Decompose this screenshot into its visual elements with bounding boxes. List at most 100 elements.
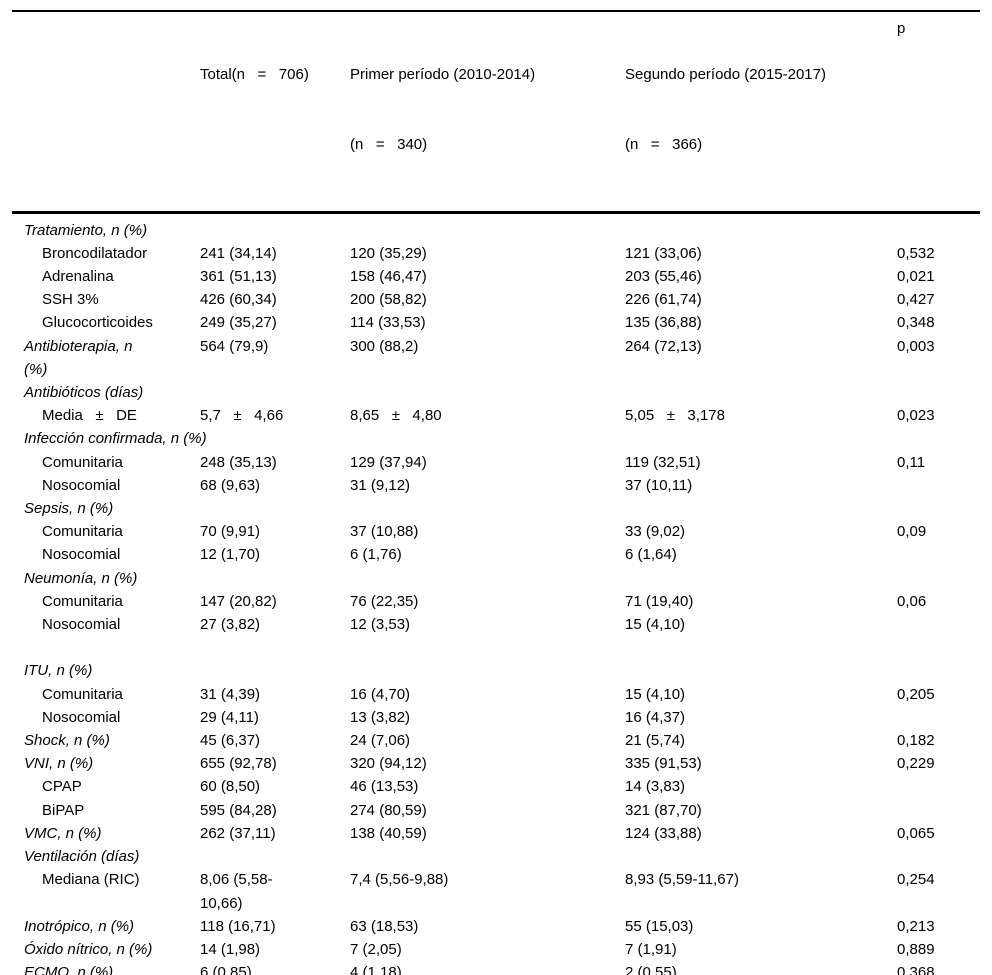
cell-total: 595 (84,28) [200,801,277,819]
cell-segundo-periodo [625,636,897,659]
header-row: Total(n = 706) Primer período (2010-2014… [12,11,980,214]
cell-segundo-periodo: 335 (91,53) [625,755,702,773]
cell-primer-periodo: 37 (10,88) [350,523,419,541]
cell-primer-periodo: 129 (37,94) [350,453,427,471]
clinical-outcomes-table: Total(n = 706) Primer período (2010-2014… [12,10,980,975]
cell-p-value: 0,368 [897,964,935,975]
cell-total: 248 (35,13) [200,453,277,471]
cell-p-value [897,543,980,566]
table-row: Comunitaria 31 (4,39) 16 (4,70) 15 (4,10) 0,… [12,683,980,706]
cell-total: 29 (4,11) [200,708,259,726]
cell-primer-periodo: 7 (2,05) [350,940,402,958]
cell-segundo-periodo: 119 (32,51) [625,453,701,471]
row-label: Tratamiento, n (%) [24,221,148,239]
cell-p-value: 0,09 [897,523,927,541]
cell-total: 249 (35,27) [200,314,277,332]
row-label: Comunitaria [42,453,123,471]
cell-total: 147 (20,82) [200,592,277,610]
header-segundo-periodo-n: (n = 366) [625,136,703,154]
cell-p-value: 0,182 [897,732,935,750]
row-label: ITU, n (%) [24,662,93,680]
table-row: Nosocomial 68 (9,63) 31 (9,12) 37 (10,11) [12,474,980,497]
table-row: Tratamiento, n (%) [12,212,980,242]
header-p-value-column: p [897,11,980,214]
row-label: Glucocorticoides [42,314,153,332]
cell-total: 70 (9,91) [200,523,261,541]
cell-total: 14 (1,98) [200,940,261,958]
row-label: BiPAP [42,801,85,819]
cell-primer-periodo: 274 (80,59) [350,801,427,819]
cell-segundo-periodo: 33 (9,02) [625,523,686,541]
header-primer-periodo-column: Primer período (2010-2014) (n = 340) [350,11,625,214]
cell-segundo-periodo: 6 (1,64) [625,546,677,564]
cell-segundo-periodo: 37 (10,11) [625,476,693,494]
row-label: Mediana (RIC) [42,871,140,889]
row-label: Antibióticos (días) [24,384,144,402]
cell-primer-periodo: 114 (33,53) [350,314,426,332]
cell-primer-periodo: 16 (4,70) [350,685,411,703]
cell-primer-periodo: 7,4 (5,56-9,88) [350,871,449,889]
table-row: Antibioterapia, n (%) 564 (79,9) 300 (88,2… [12,335,980,381]
cell-segundo-periodo: 135 (36,88) [625,314,702,332]
table-row: Comunitaria 248 (35,13) 129 (37,94) 119 (32… [12,451,980,474]
cell-total: 655 (92,78) [200,755,277,773]
cell-segundo-periodo [625,427,897,450]
cell-p-value: 0,065 [897,824,935,842]
cell-segundo-periodo: 5,05 ± 3,178 [625,407,725,425]
row-label: Óxido nítrico, n (%) [24,940,153,958]
cell-p-value [897,497,980,520]
cell-p-value [897,799,980,822]
cell-total: 118 (16,71) [200,917,276,935]
table-row: ECMO, n (%) 6 (0,85) 4 (1,18) 2 (0,55) 0,368 [12,961,980,975]
cell-p-value: 0,889 [897,940,935,958]
cell-p-value [897,775,980,798]
cell-segundo-periodo [625,212,897,242]
cell-total: 8,06 (5,58- 10,66) [200,871,273,912]
cell-segundo-periodo [625,567,897,590]
cell-segundo-periodo: 124 (33,88) [625,824,702,842]
table-row: Nosocomial 29 (4,11) 13 (3,82) 16 (4,37) [12,706,980,729]
cell-segundo-periodo: 264 (72,13) [625,337,702,355]
cell-segundo-periodo [625,497,897,520]
row-label: VNI, n (%) [24,755,94,773]
cell-primer-periodo [350,659,625,682]
table-row: CPAP 60 (8,50) 46 (13,53) 14 (3,83) [12,775,980,798]
cell-primer-periodo [350,636,625,659]
header-total-column: Total(n = 706) [200,11,350,214]
table-row: Infección confirmada, n (%) [12,427,980,450]
cell-primer-periodo: 46 (13,53) [350,778,419,796]
table-row: Glucocorticoides 249 (35,27) 114 (33,53) 13… [12,311,980,334]
row-label: SSH 3% [42,291,99,309]
cell-segundo-periodo: 8,93 (5,59-11,67) [625,871,739,889]
cell-primer-periodo: 31 (9,12) [350,476,411,494]
cell-segundo-periodo [625,845,897,868]
cell-p-value: 0,023 [897,407,935,425]
row-label: Sepsis, n (%) [24,500,114,518]
table-row: Media ± DE 5,7 ± 4,66 8,65 ± 4,80 5,05 ± 3,… [12,404,980,427]
cell-total: 6 (0,85) [200,964,252,975]
cell-p-value: 0,348 [897,314,935,332]
table-row: Adrenalina 361 (51,13) 158 (46,47) 203 (55,… [12,265,980,288]
cell-p-value: 0,532 [897,244,935,262]
row-label: VMC, n (%) [24,824,102,842]
table-row: Sepsis, n (%) [12,497,980,520]
cell-total: 564 (79,9) [200,337,269,355]
table-row: BiPAP 595 (84,28) 274 (80,59) 321 (87,70) [12,799,980,822]
row-label: Antibioterapia, n (%) [24,337,133,378]
row-label: Comunitaria [42,592,123,610]
row-label: Nosocomial [42,708,121,726]
row-label: Nosocomial [42,616,121,634]
cell-p-value [897,567,980,590]
row-label: Neumonía, n (%) [24,569,138,587]
table-row: Comunitaria 70 (9,91) 37 (10,88) 33 (9,02) 0… [12,520,980,543]
table-row: Neumonía, n (%) [12,567,980,590]
cell-primer-periodo [350,567,625,590]
row-label: Comunitaria [42,523,123,541]
table-row: Comunitaria 147 (20,82) 76 (22,35) 71 (19,4… [12,590,980,613]
table-row: Nosocomial 27 (3,82) 12 (3,53) 15 (4,10) [12,613,980,636]
cell-p-value: 0,213 [897,917,935,935]
cell-primer-periodo [350,845,625,868]
cell-total: 5,7 ± 4,66 [200,407,284,425]
cell-segundo-periodo: 16 (4,37) [625,708,686,726]
